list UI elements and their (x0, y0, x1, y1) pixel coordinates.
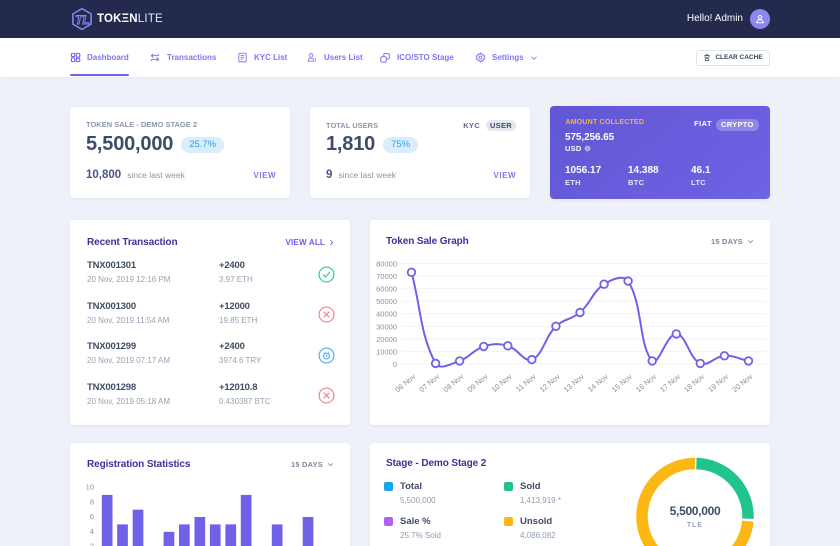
svg-text:07 Nov: 07 Nov (417, 372, 441, 394)
svg-text:8: 8 (90, 497, 94, 506)
svg-text:18 Nov: 18 Nov (682, 372, 706, 394)
svg-text:10000: 10000 (376, 347, 397, 356)
svg-text:10: 10 (86, 483, 94, 492)
svg-text:70000: 70000 (376, 272, 397, 281)
svg-text:14 Nov: 14 Nov (586, 372, 610, 394)
svg-text:30000: 30000 (376, 322, 397, 331)
svg-text:08 Nov: 08 Nov (441, 372, 465, 394)
svg-text:TL: TL (75, 13, 90, 27)
svg-text:16 Nov: 16 Nov (634, 372, 658, 394)
svg-text:13 Nov: 13 Nov (562, 372, 586, 394)
svg-text:17 Nov: 17 Nov (658, 372, 682, 394)
svg-text:2: 2 (90, 542, 94, 546)
svg-text:19 Nov: 19 Nov (706, 372, 730, 394)
svg-text:12 Nov: 12 Nov (538, 372, 562, 394)
svg-text:20 Nov: 20 Nov (730, 372, 754, 394)
svg-text:09 Nov: 09 Nov (465, 372, 489, 394)
svg-text:15 Nov: 15 Nov (610, 372, 634, 394)
svg-text:06 Nov: 06 Nov (393, 372, 417, 394)
svg-text:0: 0 (393, 360, 397, 369)
svg-text:50000: 50000 (376, 297, 397, 306)
svg-text:40000: 40000 (376, 310, 397, 319)
svg-text:4: 4 (90, 527, 94, 536)
svg-text:60000: 60000 (376, 285, 397, 294)
svg-text:20000: 20000 (376, 335, 397, 344)
svg-text:10 Nov: 10 Nov (490, 372, 514, 394)
svg-text:11 Nov: 11 Nov (514, 372, 538, 394)
svg-text:6: 6 (90, 512, 94, 521)
svg-text:80000: 80000 (376, 260, 397, 269)
